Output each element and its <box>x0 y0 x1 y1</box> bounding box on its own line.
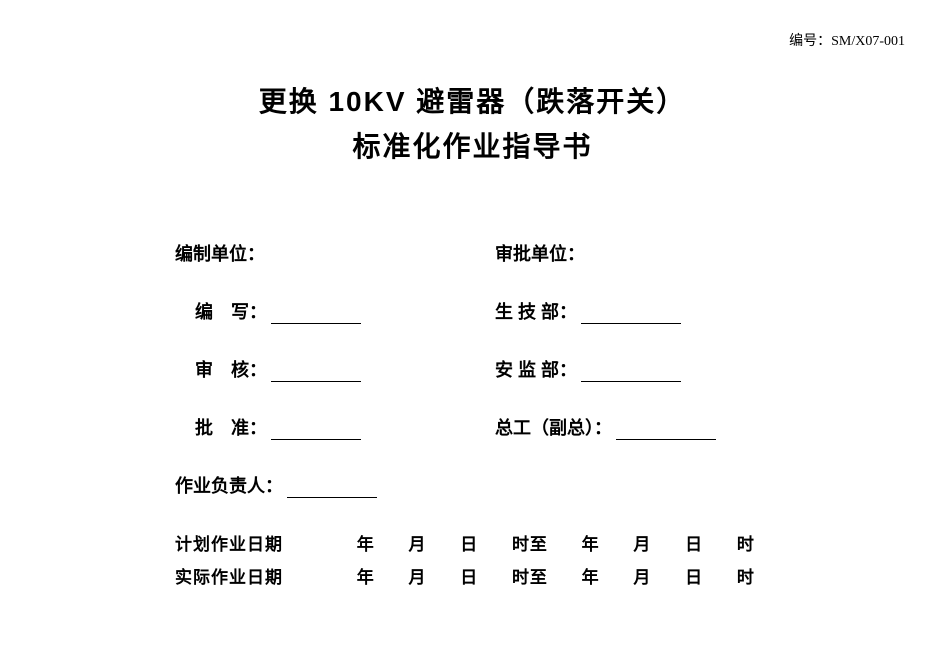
left-item-3-field[interactable] <box>271 418 361 440</box>
left-item-3: 批 准： <box>195 414 495 440</box>
left-header-label: 编制单位： <box>175 240 265 266</box>
form-row-3: 批 准： 总工（副总）： <box>175 414 805 440</box>
responsible-field[interactable] <box>287 476 377 498</box>
right-item-3-field[interactable] <box>616 418 716 440</box>
left-item-1-field[interactable] <box>271 302 361 324</box>
left-header-col: 编制单位： <box>175 240 495 266</box>
right-item-1-field[interactable] <box>581 302 681 324</box>
doc-number: 编号：SM/X07-001 <box>80 30 905 50</box>
planned-to: 时至 <box>512 530 548 555</box>
title-line-1: 更换 10KV 避雷器（跌落开关） <box>80 80 865 125</box>
planned-hour2: 时 <box>737 530 755 555</box>
actual-month: 月 <box>408 563 426 588</box>
actual-to: 时至 <box>512 563 548 588</box>
actual-day2: 日 <box>685 563 703 588</box>
actual-date-row: 实际作业日期 年 月 日 时至 年 月 日 时 <box>175 563 805 588</box>
title-line-2: 标准化作业指导书 <box>80 125 865 170</box>
actual-hour2: 时 <box>737 563 755 588</box>
form-area: 编制单位： 审批单位： 编 写： 生 技 部： 审 核： 安 监 部： 批 准： <box>80 240 865 588</box>
planned-year: 年 <box>357 530 375 555</box>
actual-year2: 年 <box>582 563 600 588</box>
left-item-1: 编 写： <box>195 298 495 324</box>
actual-date-label: 实际作业日期 <box>175 563 283 588</box>
responsible-row: 作业负责人： <box>175 472 805 498</box>
planned-year2: 年 <box>582 530 600 555</box>
title-block: 更换 10KV 避雷器（跌落开关） 标准化作业指导书 <box>80 80 865 170</box>
right-item-1: 生 技 部： <box>495 298 805 324</box>
right-header-col: 审批单位： <box>495 240 805 266</box>
left-item-2-label: 审 核： <box>195 356 267 382</box>
planned-day2: 日 <box>685 530 703 555</box>
form-row-2: 审 核： 安 监 部： <box>175 356 805 382</box>
right-item-3: 总工（副总）： <box>495 414 805 440</box>
planned-day: 日 <box>460 530 478 555</box>
left-item-1-label: 编 写： <box>195 298 267 324</box>
doc-number-label: 编号： <box>789 34 831 49</box>
right-item-1-label: 生 技 部： <box>495 298 577 324</box>
right-item-2-label: 安 监 部： <box>495 356 577 382</box>
left-item-2: 审 核： <box>195 356 495 382</box>
actual-year: 年 <box>357 563 375 588</box>
right-item-2-field[interactable] <box>581 360 681 382</box>
planned-month2: 月 <box>633 530 651 555</box>
responsible-col: 作业负责人： <box>175 472 495 498</box>
left-item-3-label: 批 准： <box>195 414 267 440</box>
planned-month: 月 <box>408 530 426 555</box>
left-item-2-field[interactable] <box>271 360 361 382</box>
responsible-label: 作业负责人： <box>175 472 283 498</box>
actual-month2: 月 <box>633 563 651 588</box>
right-item-3-label: 总工（副总）： <box>495 414 612 440</box>
doc-number-value: SM/X07-001 <box>831 34 905 49</box>
right-item-2: 安 监 部： <box>495 356 805 382</box>
form-row-1: 编 写： 生 技 部： <box>175 298 805 324</box>
planned-date-row: 计划作业日期 年 月 日 时至 年 月 日 时 <box>175 530 805 555</box>
right-header-label: 审批单位： <box>495 240 585 266</box>
planned-date-label: 计划作业日期 <box>175 530 283 555</box>
actual-day: 日 <box>460 563 478 588</box>
header-row: 编制单位： 审批单位： <box>175 240 805 266</box>
